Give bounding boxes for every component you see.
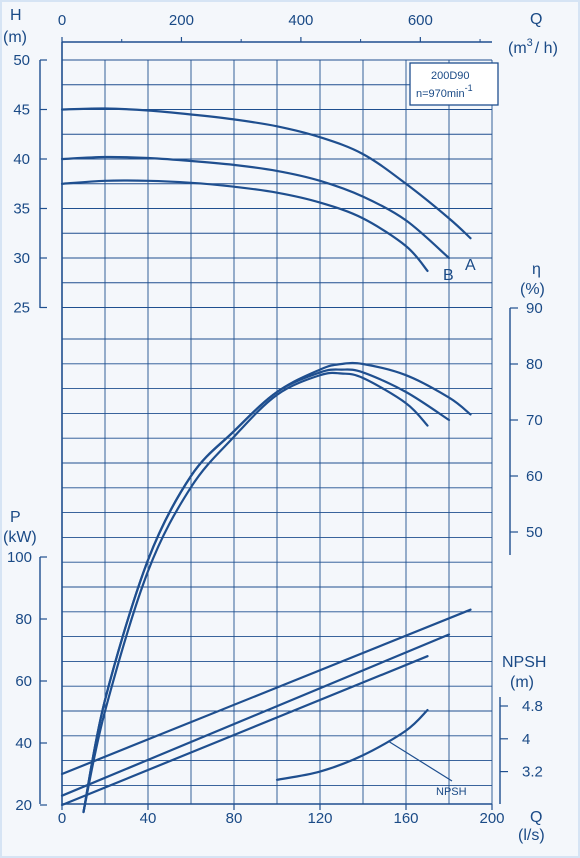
model-name: 200D90: [431, 70, 470, 82]
power-tick-label: 20: [15, 797, 32, 814]
power-tick-label: 40: [15, 735, 32, 752]
bottom-x-tick-label: 160: [393, 810, 418, 827]
head-tick-label: 40: [13, 151, 30, 168]
npsh-axis-title: NPSH: [502, 654, 546, 671]
power-axis-title: P: [10, 509, 21, 526]
power-tick-label: 80: [15, 611, 32, 628]
npsh-callout-label: NPSH: [436, 786, 467, 798]
power-tick-label: 100: [7, 549, 32, 566]
power-axis-unit: (kW): [3, 529, 37, 546]
head-tick-label: 30: [13, 250, 30, 267]
flow-top-axis-title: Q: [530, 11, 542, 28]
head-tick-label: 35: [13, 201, 30, 218]
tick-labels-layer: 0 200 400 600 0 40 80 120 160 200 25 30 35 40 45 50 50 60…: [7, 12, 543, 827]
flow-bottom-axis-title: Q: [530, 809, 542, 826]
efficiency-tick-label: 70: [526, 412, 543, 429]
efficiency-axis-title: η: [532, 261, 541, 278]
power-tick-label: 60: [15, 673, 32, 690]
head-tick-label: 25: [13, 300, 30, 317]
npsh-axis-unit: (m): [510, 674, 534, 691]
top-x-tick-label: 0: [58, 12, 66, 29]
efficiency-curve-3: [82, 371, 429, 814]
power-curve-2: [60, 633, 451, 797]
top-x-tick-label: 600: [408, 12, 433, 29]
efficiency-tick-label: 60: [526, 468, 543, 485]
bottom-x-tick-label: 80: [226, 810, 243, 827]
flow-top-axis-unit: (m3/ h): [508, 37, 558, 57]
efficiency-tick-label: 50: [526, 524, 543, 541]
npsh-curve: [275, 709, 429, 781]
curves-layer: [60, 107, 472, 814]
head-tick-label: 50: [13, 52, 30, 69]
npsh-tick-label: 4.8: [522, 698, 543, 715]
speed-sup: -1: [465, 83, 473, 93]
head-curve-2: [60, 155, 451, 260]
speed-label: n=970min-1: [416, 83, 473, 100]
npsh-callout-line: [387, 740, 453, 782]
power-curve-3: [60, 655, 429, 807]
speed-prefix: n=970min: [416, 88, 465, 100]
bottom-x-tick-label: 200: [479, 810, 504, 827]
axes-layer: [39, 41, 511, 805]
bottom-x-tick-label: 40: [140, 810, 157, 827]
head-tick-label: 45: [13, 102, 30, 119]
npsh-tick-label: 4: [522, 731, 530, 748]
curve-label-b: B: [443, 267, 454, 284]
efficiency-axis-unit: (%): [520, 281, 545, 298]
head-axis-unit: (m): [3, 29, 27, 46]
curve-label-a: A: [465, 257, 476, 274]
flow-top-unit-close: / h): [535, 40, 558, 57]
bottom-x-tick-label: 0: [58, 810, 66, 827]
flow-top-unit-sup: 3: [527, 37, 533, 49]
top-x-tick-label: 400: [288, 12, 313, 29]
head-axis-title: H: [10, 7, 22, 24]
flow-bottom-axis-unit: (l/s): [518, 827, 545, 844]
bottom-x-tick-label: 120: [307, 810, 332, 827]
efficiency-tick-label: 80: [526, 356, 543, 373]
head-curve-1: [60, 107, 472, 240]
head-curve-3: [60, 179, 429, 272]
power-curve-1: [60, 608, 472, 776]
npsh-tick-label: 3.2: [522, 764, 543, 781]
model-label-box: [409, 62, 499, 106]
efficiency-tick-label: 90: [526, 300, 543, 317]
flow-top-unit-open: (m: [508, 40, 527, 57]
top-x-tick-label: 200: [169, 12, 194, 29]
efficiency-curve-2: [82, 368, 451, 814]
grid-layer: [61, 59, 493, 804]
